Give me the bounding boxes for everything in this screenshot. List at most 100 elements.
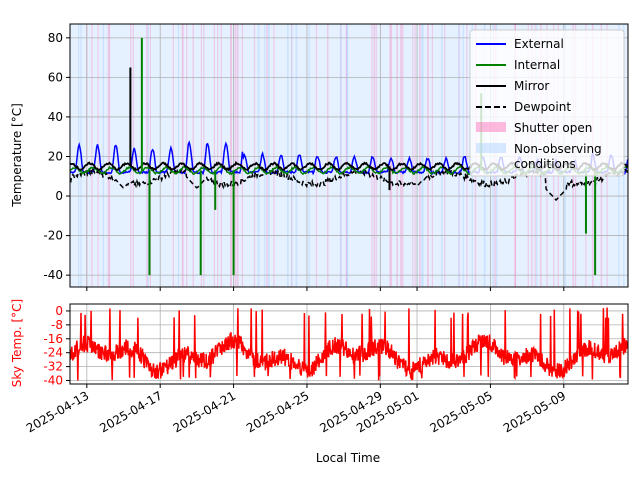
x-axis-ticks: 2025-04-13 2025-04-17 2025-04-21 2025-04-25… [24, 287, 568, 435]
shutter-open-band [91, 24, 93, 287]
shutter-open-band [418, 24, 421, 287]
shutter-open-band [340, 24, 342, 287]
legend: External Internal Mirror Dewpoint Shutter op… [469, 29, 625, 177]
x-axis-label: Local Time [316, 451, 380, 465]
shutter-open-band [315, 24, 318, 287]
shutter-open-band [230, 24, 232, 287]
bottom-panel-y-ticks: 0-8-16-24-32-40 [43, 304, 70, 388]
y-tick-label: 20 [48, 149, 63, 163]
non-observing-band [422, 24, 424, 287]
y-tick-label: -32 [43, 360, 63, 374]
shutter-open-band [630, 24, 631, 287]
legend-label: Shutter open [514, 121, 592, 135]
shutter-open-band [213, 24, 215, 287]
shutter-open-band [266, 24, 268, 287]
top-panel-frame [69, 23, 629, 288]
shutter-open-band [253, 24, 256, 287]
shutter-open-band [400, 24, 402, 287]
shutter-open-band [182, 24, 184, 287]
non-observing-band [346, 24, 348, 287]
bottom-y-axis-label: Sky Temp. [°C] [10, 299, 24, 387]
shutter-open-band [97, 24, 99, 287]
non-observing-band [147, 24, 149, 287]
legend-label: Non-observing [514, 142, 602, 156]
shutter-open-band [181, 24, 183, 287]
non-observing-band [177, 24, 180, 287]
legend-label: Mirror [514, 79, 549, 93]
shutter-open-band [108, 24, 111, 287]
legend-swatch [476, 122, 506, 132]
shutter-open-band [345, 24, 348, 287]
shutter-open-band [291, 24, 293, 287]
shutter-open-band [203, 24, 205, 287]
shutter-open-band [431, 24, 434, 287]
shutter-open-band [220, 24, 222, 287]
non-observing-band [257, 24, 260, 287]
shutter-open-band [466, 24, 468, 287]
x-tick-label: 2025-04-13 [24, 388, 91, 435]
shutter-open-band [192, 24, 194, 287]
x-tick-label: 2025-05-05 [428, 388, 495, 435]
shutter-open-band [326, 24, 329, 287]
shutter-open-band [273, 24, 275, 287]
non-observing-band [339, 24, 342, 287]
non-observing-band [291, 24, 293, 287]
y-tick-label: 40 [48, 110, 63, 124]
series-sky [70, 307, 628, 381]
y-tick-label: -40 [43, 374, 63, 388]
legend-box [469, 29, 625, 177]
non-observing-band [295, 24, 298, 287]
y-tick-label: 0 [55, 189, 63, 203]
shutter-open-band [107, 24, 110, 287]
bottom-panel-series [70, 307, 628, 381]
non-observing-band [421, 24, 423, 287]
non-observing-band [268, 24, 270, 287]
shutter-open-band [412, 24, 414, 287]
y-tick-label: -8 [51, 318, 63, 332]
x-tick-label: 2025-04-21 [171, 388, 238, 435]
legend-label: External [514, 37, 564, 51]
y-tick-label: 60 [48, 70, 63, 84]
shutter-open-band [200, 24, 203, 287]
shutter-open-band [146, 24, 148, 287]
legend-swatch [476, 143, 506, 153]
x-tick-label: 2025-05-09 [501, 388, 568, 435]
non-observing-band [346, 24, 349, 287]
y-tick-label: -40 [43, 268, 63, 282]
shutter-open-band [401, 24, 404, 287]
shutter-open-band [444, 24, 446, 287]
y-tick-label: -24 [43, 346, 63, 360]
non-observing-band [441, 24, 443, 287]
x-tick-label: 2025-04-25 [244, 388, 311, 435]
non-observing-band [458, 24, 460, 287]
legend-label: conditions [514, 157, 576, 171]
shutter-open-band [217, 24, 219, 287]
shutter-open-band [236, 24, 239, 287]
non-observing-band [308, 24, 310, 287]
shutter-open-band [414, 24, 416, 287]
shutter-open-band [390, 24, 393, 287]
x-tick-label: 2025-04-17 [97, 388, 164, 435]
shutter-open-band [230, 24, 232, 287]
top-y-axis-label: Temperature [°C] [10, 103, 24, 208]
shutter-open-band [373, 24, 376, 287]
legend-label: Internal [514, 58, 560, 72]
series-dewpoint [70, 167, 628, 202]
y-tick-label: 0 [55, 304, 63, 318]
shutter-open-band [234, 24, 237, 287]
y-tick-label: -16 [43, 332, 63, 346]
legend-label: Dewpoint [514, 100, 571, 114]
bottom-panel-grid [70, 304, 628, 384]
shutter-open-band [389, 24, 391, 287]
y-tick-label: 80 [48, 31, 63, 45]
shutter-open-band [396, 24, 399, 287]
top-panel-y-ticks: -40 -20 0 20 40 60 80 [43, 31, 70, 282]
bottom-panel-frame [69, 303, 629, 385]
shutter-open-band [375, 24, 377, 287]
non-observing-band [462, 24, 464, 287]
non-observing-band [78, 24, 80, 287]
shutter-open-band [371, 24, 373, 287]
non-observing-band [264, 24, 266, 287]
shutter-open-band [427, 24, 429, 287]
